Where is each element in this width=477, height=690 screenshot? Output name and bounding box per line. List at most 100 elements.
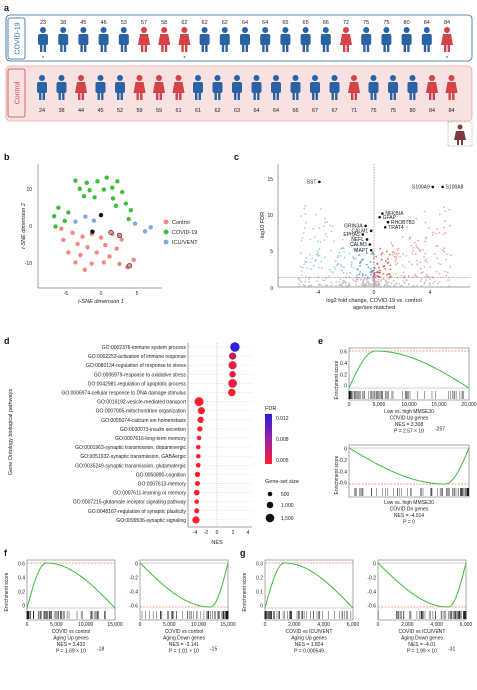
- covid-person-icon: [320, 27, 331, 52]
- volcano-point: [416, 259, 418, 262]
- volcano-point: [424, 221, 427, 224]
- control-age-label: 38: [58, 108, 64, 114]
- fdr-tick-0005: 0.005: [276, 458, 289, 464]
- gsea-frame: [348, 347, 470, 401]
- volcano-point: [369, 271, 372, 273]
- tsne-point: [75, 241, 80, 247]
- volcano-gene-label: CALM1: [352, 228, 369, 234]
- tsne-point: [62, 218, 67, 224]
- control-age-label: 52: [117, 108, 123, 114]
- covid-age-label: 62: [181, 20, 187, 26]
- volcano-point: [326, 221, 328, 223]
- go-term-dot: [197, 416, 204, 423]
- gsea-caption-line: NES = 1.824: [295, 642, 324, 648]
- volcano-point: [377, 281, 379, 283]
- volcano-point: [345, 281, 348, 284]
- volcano-point: [353, 248, 356, 251]
- volcano-point: [414, 273, 417, 276]
- volcano-point: [435, 270, 438, 273]
- volcano-point: [403, 281, 406, 284]
- volcano-point: [391, 253, 394, 256]
- tsne-point: [84, 180, 90, 186]
- panel-letter-e: e: [318, 336, 323, 346]
- tsne-point-outlined: [126, 263, 132, 269]
- volcano-point: [340, 263, 343, 266]
- control-label: Control: [15, 81, 22, 104]
- volcano-point: [434, 232, 437, 235]
- volcano-point: [301, 274, 304, 277]
- volcano-point: [329, 224, 331, 227]
- gsea-frame: [26, 559, 116, 621]
- volcano-point: [362, 258, 364, 261]
- volcano-point: [384, 260, 387, 263]
- control-person-icon: [290, 75, 301, 100]
- tsne-point: [85, 245, 90, 250]
- volcano-point: [436, 244, 439, 247]
- volcano-point: [406, 226, 409, 229]
- go-term-label: GO:0007215-glutamate receptor signaling …: [73, 500, 187, 506]
- tsne-point: [101, 260, 107, 265]
- volcano-gene-point: [365, 238, 369, 241]
- volcano-point: [431, 275, 433, 278]
- go-term-dot: [196, 453, 201, 459]
- volcano-point: [316, 249, 319, 252]
- volcano-point: [421, 285, 424, 288]
- volcano-point: [298, 283, 301, 286]
- volcano-point: [324, 217, 326, 220]
- volcano-point: [302, 284, 305, 286]
- covid-person-icon: [260, 27, 271, 52]
- volcano-point: [324, 233, 327, 235]
- volcano-point: [339, 255, 342, 257]
- gsea-caption-line: P = 1.99 × 10: [407, 649, 437, 655]
- tsne-point: [128, 208, 134, 213]
- gsea-caption-line: NES = -4.01: [408, 642, 436, 648]
- tsne-point: [80, 234, 85, 239]
- volcano-point: [377, 279, 380, 281]
- volcano-point: [394, 272, 397, 275]
- volcano-gene-label: CALM3: [350, 242, 367, 248]
- volcano-point: [389, 268, 392, 271]
- gsea-running-score: [139, 562, 229, 608]
- go-term-label: GO:0002253-activation of immune response: [88, 354, 186, 360]
- volcano-point: [420, 272, 423, 275]
- volcano-point: [343, 256, 346, 259]
- volcano-point: [341, 286, 344, 288]
- volcano-point: [366, 277, 369, 280]
- covid-age-label: 75: [383, 20, 389, 26]
- tsne-xtick-0: 0: [100, 291, 103, 297]
- volcano-point: [320, 267, 323, 270]
- control-person-icon: [153, 75, 165, 100]
- tsne-point: [83, 214, 88, 219]
- tsne-point: [82, 267, 87, 273]
- volcano-point: [373, 253, 375, 256]
- covid-person-icon: [240, 27, 250, 52]
- go-ylabel: Gene Ontology biological pathways: [8, 389, 14, 475]
- volcano-point: [445, 253, 448, 256]
- volcano-gene-label: RHOBTB3: [391, 220, 415, 226]
- volcano-xtick-0: 0: [373, 290, 376, 296]
- volcano-gene-label: S100A8: [446, 185, 464, 191]
- inset-box: [447, 121, 473, 147]
- volcano-point: [429, 266, 432, 268]
- control-person-icon: [445, 75, 458, 100]
- tsne-xlabel: t-SNE dimension 1: [78, 299, 124, 305]
- tsne-points: [51, 175, 153, 273]
- control-person-icon: [212, 75, 223, 100]
- volcano-gene-point: [318, 180, 321, 184]
- volcano-point: [342, 279, 345, 282]
- volcano-point: [387, 272, 390, 275]
- control-age-label: 44: [78, 108, 84, 114]
- volcano-point: [356, 286, 358, 288]
- volcano-point: [318, 248, 321, 250]
- gsea-xtick: 10,000: [78, 622, 94, 628]
- tsne-point: [51, 213, 57, 219]
- volcano-point: [424, 240, 427, 243]
- gsea-xtick: 15,000: [107, 622, 123, 628]
- volcano-point: [416, 275, 418, 278]
- gsea-frame: [348, 444, 470, 498]
- volcano-point: [416, 263, 419, 266]
- volcano-point: [386, 284, 389, 287]
- volcano-point: [334, 268, 337, 271]
- volcano-point: [436, 282, 439, 285]
- volcano-point: [423, 259, 426, 262]
